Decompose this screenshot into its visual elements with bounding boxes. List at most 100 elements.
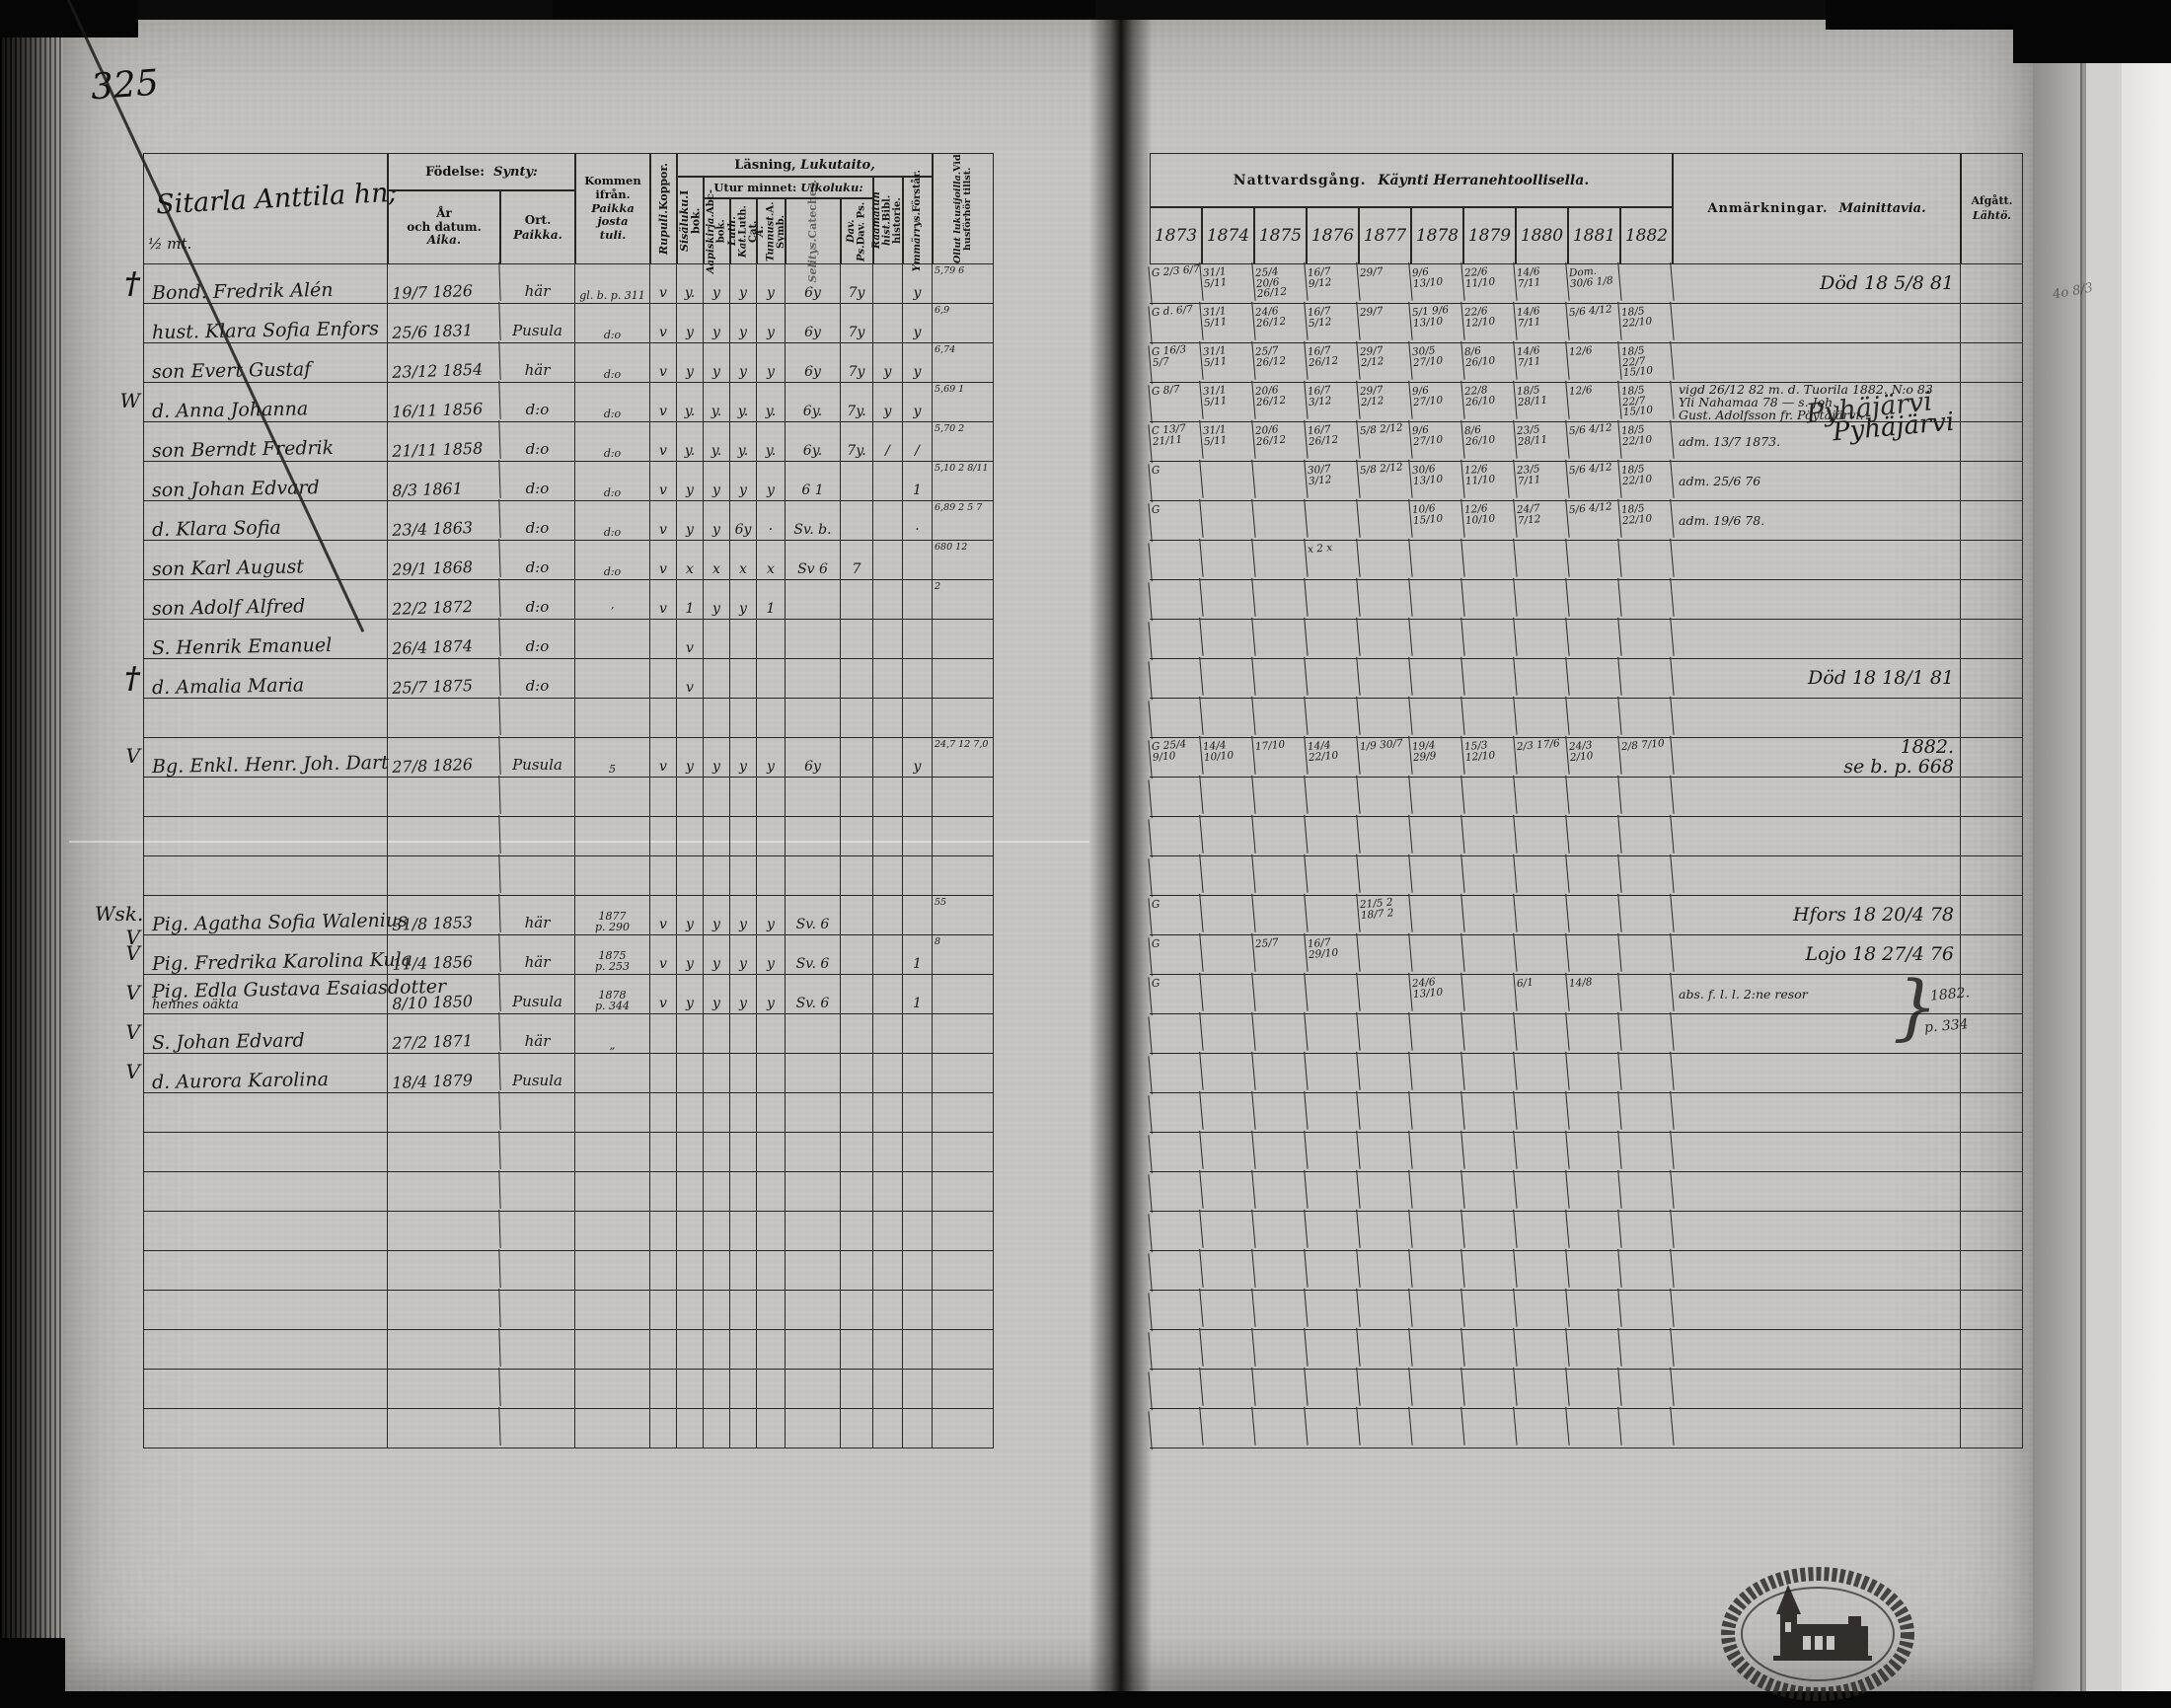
- header-utur-minnet: Utur minnet: Ulkoluku:: [704, 177, 873, 198]
- mark-bibl: [873, 896, 903, 934]
- communion-cell-1880: 23/5 7/11: [1514, 459, 1570, 503]
- header-symb: A. Tunnust.A. Symb.: [755, 198, 786, 264]
- remark-text: abs. f. l. l. 2:ne resor: [1679, 986, 1808, 1002]
- communion-cell-1873: G 25/4 9/10: [1148, 735, 1204, 780]
- mark-abc: [704, 620, 730, 658]
- communion-cell-1877: [1357, 656, 1413, 701]
- birthdate-cell: 29/1 1868: [387, 539, 501, 581]
- mark-ibok: v: [677, 659, 704, 698]
- birthplace-cell: [500, 1409, 575, 1448]
- arrived-from-cell: [575, 1133, 650, 1171]
- communion-cell-1878: 30/5 27/10: [1409, 340, 1465, 385]
- mark-luth: [730, 1409, 757, 1448]
- mark-davps: [841, 659, 873, 698]
- birthplace-cell: här: [500, 935, 575, 974]
- photo-dark-edge: [553, 0, 1095, 18]
- hdr-koppor-sv: Koppor.: [656, 162, 670, 210]
- mark-forstar: [903, 1172, 933, 1211]
- mark-selitys: 6y: [786, 304, 841, 342]
- mark-ibok: y: [677, 935, 704, 974]
- communion-cell-1876: [1305, 1288, 1361, 1332]
- mark-symb: [757, 659, 786, 698]
- communion-cell-1877: [1357, 1288, 1413, 1332]
- header-fodelse: Födelse: Synty:: [388, 153, 575, 190]
- communion-cell-1873: G: [1148, 972, 1204, 1016]
- communion-cell-1875: [1252, 617, 1309, 661]
- mark-forstar: [903, 1133, 933, 1171]
- communion-cell-1875: 25/4 20/6 26/12: [1252, 261, 1309, 306]
- hdr-lasning-fi: Lukutaito,: [800, 157, 875, 173]
- communion-row: G 8/7 31/1 5/11 20/6 26/12 16/7 3/12 29/7 2/…: [1148, 380, 2023, 447]
- communion-row: [1148, 1406, 2023, 1450]
- communion-cell-1878: [1409, 1130, 1465, 1174]
- communion-cell-1882: [1618, 1367, 1675, 1411]
- communion-cell-1879: [1461, 1367, 1518, 1411]
- communion-cell-1880: [1514, 814, 1570, 858]
- communion-cell-1880: [1514, 1169, 1570, 1214]
- communion-cell-1875: [1252, 696, 1309, 740]
- person-row: [143, 1368, 994, 1410]
- mark-davps: 7y: [841, 304, 873, 342]
- header-afgatt: Afgått. Lähtö.: [1961, 153, 2023, 264]
- communion-cell-1879: [1461, 775, 1518, 819]
- remarks-cell: [1673, 1054, 1961, 1092]
- mark-ibok: y: [677, 304, 704, 342]
- mark-symb: x: [757, 541, 786, 579]
- mark-bibl: [873, 304, 903, 342]
- birthdate-cell: [387, 1368, 501, 1410]
- communion-cell-1882: 18/5 22/7 15/10: [1618, 380, 1675, 424]
- mark-abc: y: [704, 975, 730, 1013]
- mark-forstar: [903, 1093, 933, 1132]
- afgatt-cell: [1961, 501, 2023, 540]
- remark-text: Död 18 18/1 81: [1808, 666, 1954, 689]
- remarks-cell: [1673, 1291, 1961, 1329]
- photo-dark-corner: [0, 1638, 65, 1708]
- header-forstar: Ymmärrys.Förstår.: [903, 170, 933, 271]
- communion-cell-1877: 1/9 30/7: [1357, 735, 1413, 780]
- communion-cell-1876: x 2 x: [1305, 538, 1361, 582]
- communion-cell-1876: [1305, 1248, 1361, 1293]
- mark-abc: [704, 1330, 730, 1369]
- person-row: d. Anna Johanna 16/11 1856 d:o d:o v y. y. y. y.…: [143, 381, 994, 423]
- mark-davps: [841, 1330, 873, 1369]
- afgatt-cell: [1961, 1133, 2023, 1171]
- communion-cell-1880: [1514, 617, 1570, 661]
- communion-cell-1880: [1514, 1327, 1570, 1372]
- birthdate-cell: 25/6 1831: [387, 302, 501, 344]
- husforhor-cell: 5,69 1: [933, 383, 994, 421]
- communion-cell-1874: [1200, 854, 1256, 898]
- mark-symb: y: [757, 975, 786, 1013]
- person-name: son Evert Gustaf: [151, 358, 312, 384]
- arrived-from-cell: d:o: [575, 304, 650, 342]
- communion-cell-1879: [1461, 1288, 1518, 1332]
- mark-forstar: [903, 699, 933, 737]
- communion-cell-1878: 24/6 13/10: [1409, 972, 1465, 1016]
- margin-check-mark: V: [125, 941, 140, 965]
- mark-bibl: [873, 580, 903, 619]
- communion-cell-1873: [1148, 1051, 1204, 1095]
- name-cell: [143, 1409, 388, 1448]
- communion-cell-1876: 16/7 29/10: [1305, 932, 1361, 977]
- husforhor-cell: 55: [933, 896, 994, 934]
- name-cell: Bond. Fredrik Alén: [143, 264, 388, 304]
- person-row: [143, 1289, 994, 1331]
- mark-abc: y: [704, 304, 730, 342]
- birthdate-cell: [387, 1210, 501, 1252]
- communion-cell-1873: [1148, 1169, 1204, 1214]
- header-selitys: Selitys.Cateches.: [786, 180, 841, 283]
- mark-koppor: [650, 1212, 677, 1250]
- mark-ibok: [677, 1251, 704, 1290]
- handwritten-overlay: }: [1893, 965, 1938, 1048]
- mark-koppor: [650, 1330, 677, 1369]
- communion-cell-1873: G 8/7: [1148, 380, 1204, 424]
- birthdate-cell: 19/7 1826: [387, 262, 501, 305]
- mark-davps: [841, 699, 873, 737]
- afgatt-cell: [1961, 383, 2023, 421]
- birthplace-cell: här: [500, 343, 575, 382]
- mark-ibok: [677, 1330, 704, 1369]
- remark-text: vigd 26/12 82 m. d. Tuorila 1882. N:o 83: [1679, 381, 1933, 397]
- communion-cell-1875: [1252, 1327, 1309, 1372]
- mark-davps: [841, 778, 873, 816]
- mark-bibl: [873, 1093, 903, 1132]
- mark-davps: [841, 975, 873, 1013]
